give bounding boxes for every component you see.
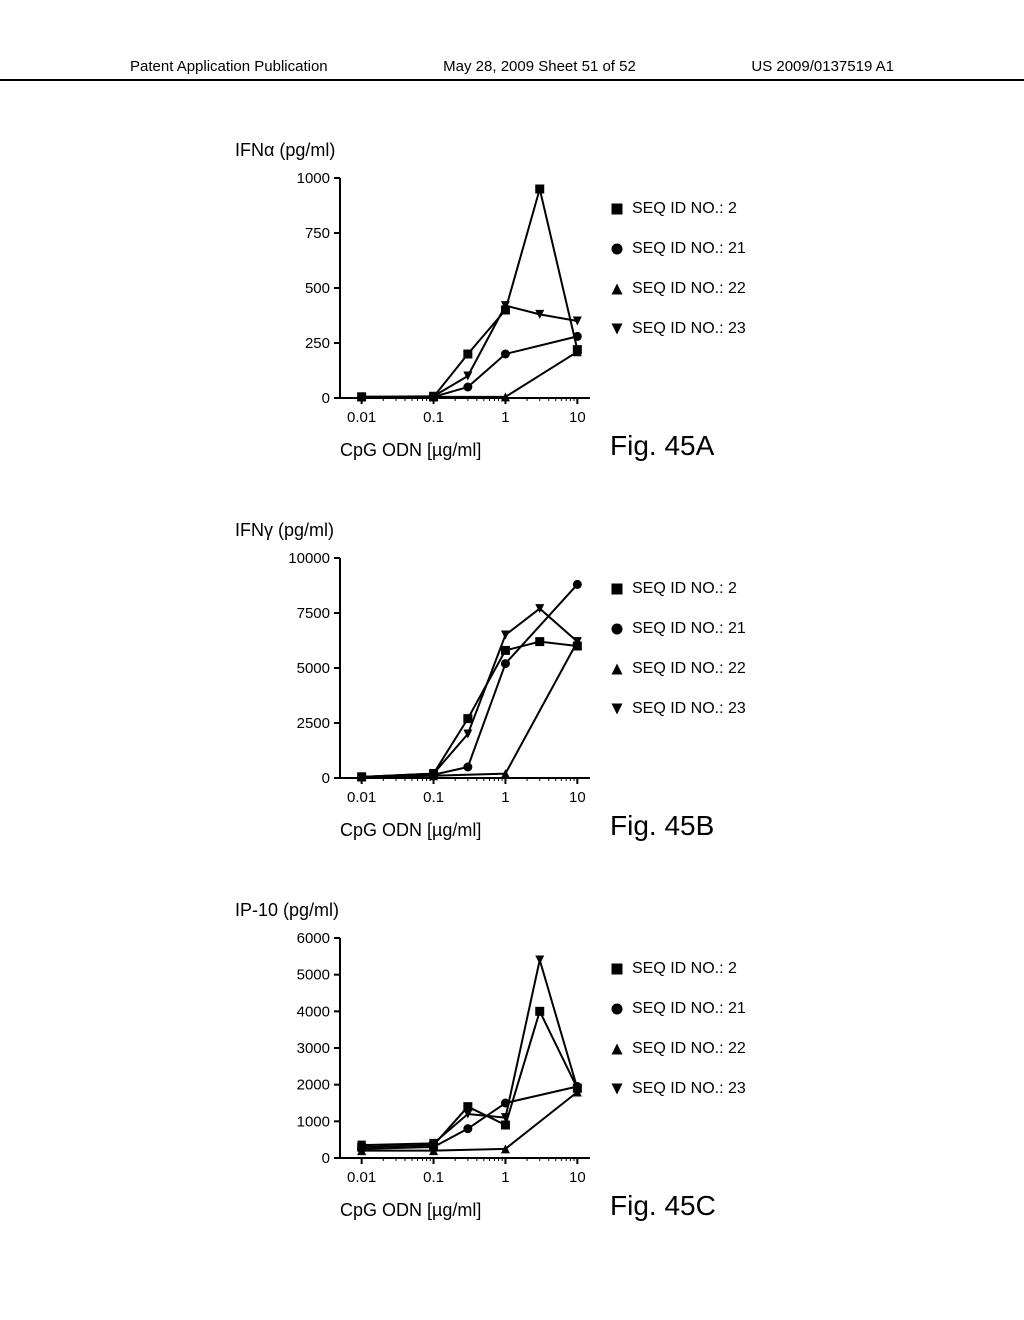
- legend-item: SEQ ID NO.: 2: [610, 200, 746, 218]
- chart-45b: IFNγ (pg/ml) 0 2500 5000 7500 10000 0.01 0.1 1 1…: [200, 520, 850, 890]
- legend-item: SEQ ID NO.: 23: [610, 700, 746, 718]
- svg-text:5000: 5000: [297, 967, 330, 984]
- page-header: Patent Application Publication May 28, 2…: [0, 58, 1024, 81]
- svg-text:2500: 2500: [297, 715, 330, 732]
- header-right: US 2009/0137519 A1: [751, 58, 894, 75]
- legend-label: SEQ ID NO.: 23: [632, 1080, 746, 1098]
- triangle-up-icon: [610, 282, 624, 296]
- legend-label: SEQ ID NO.: 21: [632, 620, 746, 638]
- legend-label: SEQ ID NO.: 21: [632, 240, 746, 258]
- svg-text:1000: 1000: [297, 1113, 330, 1130]
- svg-text:10000: 10000: [288, 550, 330, 567]
- legend-label: SEQ ID NO.: 2: [632, 200, 737, 218]
- legend-item: SEQ ID NO.: 2: [610, 960, 746, 978]
- square-icon: [610, 962, 624, 976]
- triangle-down-icon: [610, 1082, 624, 1096]
- x-axis-title-c: CpG ODN [µg/ml]: [340, 1200, 481, 1221]
- legend-label: SEQ ID NO.: 23: [632, 320, 746, 338]
- legend-label: SEQ ID NO.: 22: [632, 1040, 746, 1058]
- svg-text:0: 0: [322, 1150, 330, 1167]
- legend-a: SEQ ID NO.: 2 SEQ ID NO.: 21 SEQ ID NO.: 2…: [610, 200, 746, 360]
- triangle-down-icon: [610, 322, 624, 336]
- legend-label: SEQ ID NO.: 22: [632, 280, 746, 298]
- y-axis-title-c: IP-10 (pg/ml): [235, 900, 339, 921]
- header-center: May 28, 2009 Sheet 51 of 52: [443, 58, 636, 75]
- legend-item: SEQ ID NO.: 22: [610, 660, 746, 678]
- svg-text:10: 10: [569, 1169, 586, 1186]
- header-left: Patent Application Publication: [130, 58, 328, 75]
- svg-text:5000: 5000: [297, 660, 330, 677]
- plot-svg-b: 0 2500 5000 7500 10000 0.01 0.1 1 10: [280, 548, 600, 828]
- legend-item: SEQ ID NO.: 23: [610, 320, 746, 338]
- legend-label: SEQ ID NO.: 2: [632, 580, 737, 598]
- svg-text:0.1: 0.1: [423, 409, 444, 426]
- svg-text:0.01: 0.01: [347, 1169, 376, 1186]
- legend-item: SEQ ID NO.: 23: [610, 1080, 746, 1098]
- triangle-up-icon: [610, 662, 624, 676]
- legend-item: SEQ ID NO.: 21: [610, 620, 746, 638]
- svg-text:0.01: 0.01: [347, 789, 376, 806]
- y-axis-title-a: IFNα (pg/ml): [235, 140, 335, 161]
- chart-45c: IP-10 (pg/ml) 01000200030004000500060000…: [200, 900, 850, 1270]
- svg-text:7500: 7500: [297, 605, 330, 622]
- legend-c: SEQ ID NO.: 2 SEQ ID NO.: 21 SEQ ID NO.: 2…: [610, 960, 746, 1120]
- figure-label-b: Fig. 45B: [610, 810, 714, 842]
- svg-text:0.1: 0.1: [423, 789, 444, 806]
- plot-svg-c: 0 1000 2000 3000 4000 5000 6000 0.01 0.1 1 10: [280, 928, 600, 1208]
- legend-b: SEQ ID NO.: 2 SEQ ID NO.: 21 SEQ ID NO.: 2…: [610, 580, 746, 740]
- svg-text:1: 1: [501, 409, 509, 426]
- legend-label: SEQ ID NO.: 22: [632, 660, 746, 678]
- svg-text:3000: 3000: [297, 1040, 330, 1057]
- square-icon: [610, 202, 624, 216]
- chart-45a: IFNα (pg/ml) 0 250 500 750 1000 0.01 0.1 1 10 Cp…: [200, 140, 850, 510]
- svg-text:1000: 1000: [297, 170, 330, 187]
- square-icon: [610, 582, 624, 596]
- svg-text:500: 500: [305, 280, 330, 297]
- legend-item: SEQ ID NO.: 22: [610, 280, 746, 298]
- svg-text:0.1: 0.1: [423, 1169, 444, 1186]
- patent-page: Patent Application Publication May 28, 2…: [0, 0, 1024, 1320]
- y-axis-title-b: IFNγ (pg/ml): [235, 520, 334, 541]
- figure-label-c: Fig. 45C: [610, 1190, 716, 1222]
- charts-container: IFNα (pg/ml) 025050075010000.010.1110 Cp…: [200, 140, 850, 1280]
- svg-text:750: 750: [305, 225, 330, 242]
- svg-text:1: 1: [501, 1169, 509, 1186]
- svg-text:1: 1: [501, 789, 509, 806]
- x-axis-title-a: CpG ODN [µg/ml]: [340, 440, 481, 461]
- circle-icon: [610, 242, 624, 256]
- legend-item: SEQ ID NO.: 22: [610, 1040, 746, 1058]
- svg-text:0: 0: [322, 770, 330, 787]
- svg-text:10: 10: [569, 789, 586, 806]
- triangle-down-icon: [610, 702, 624, 716]
- svg-text:0.01: 0.01: [347, 409, 376, 426]
- circle-icon: [610, 622, 624, 636]
- svg-text:10: 10: [569, 409, 586, 426]
- svg-text:2000: 2000: [297, 1077, 330, 1094]
- svg-text:4000: 4000: [297, 1003, 330, 1020]
- plot-svg-a: 0 250 500 750 1000 0.01 0.1 1 10: [280, 168, 600, 448]
- legend-label: SEQ ID NO.: 21: [632, 1000, 746, 1018]
- legend-item: SEQ ID NO.: 2: [610, 580, 746, 598]
- legend-item: SEQ ID NO.: 21: [610, 1000, 746, 1018]
- legend-label: SEQ ID NO.: 2: [632, 960, 737, 978]
- figure-label-a: Fig. 45A: [610, 430, 714, 462]
- svg-text:6000: 6000: [297, 930, 330, 947]
- circle-icon: [610, 1002, 624, 1016]
- legend-label: SEQ ID NO.: 23: [632, 700, 746, 718]
- svg-text:0: 0: [322, 390, 330, 407]
- svg-text:250: 250: [305, 335, 330, 352]
- legend-item: SEQ ID NO.: 21: [610, 240, 746, 258]
- x-axis-title-b: CpG ODN [µg/ml]: [340, 820, 481, 841]
- triangle-up-icon: [610, 1042, 624, 1056]
